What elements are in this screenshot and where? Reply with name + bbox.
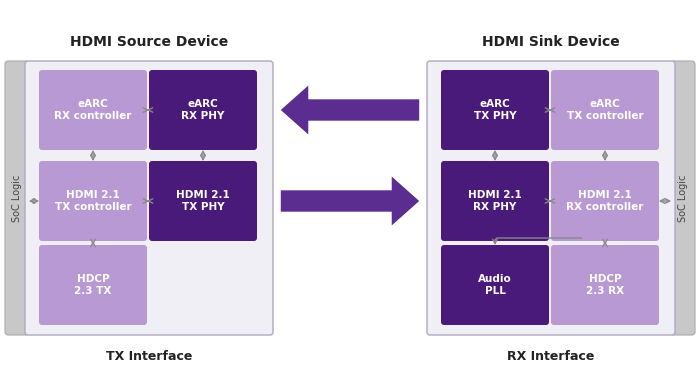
Text: HDMI Source Device: HDMI Source Device — [70, 35, 228, 49]
FancyBboxPatch shape — [427, 61, 675, 335]
Text: eARC
RX controller: eARC RX controller — [55, 99, 132, 121]
FancyBboxPatch shape — [551, 161, 659, 241]
FancyBboxPatch shape — [25, 61, 273, 335]
Text: SoC Logic: SoC Logic — [12, 174, 22, 222]
Text: Audio
PLL: Audio PLL — [478, 274, 512, 296]
Text: SoC Logic: SoC Logic — [678, 174, 688, 222]
Text: HDMI Sink Device: HDMI Sink Device — [482, 35, 620, 49]
FancyBboxPatch shape — [441, 245, 549, 325]
FancyBboxPatch shape — [551, 70, 659, 150]
FancyBboxPatch shape — [39, 161, 147, 241]
Text: eARC
TX PHY: eARC TX PHY — [474, 99, 517, 121]
FancyBboxPatch shape — [39, 245, 147, 325]
FancyBboxPatch shape — [149, 70, 257, 150]
Text: HDMI 2.1
RX controller: HDMI 2.1 RX controller — [566, 190, 644, 212]
FancyBboxPatch shape — [5, 61, 29, 335]
Text: HDMI 2.1
TX PHY: HDMI 2.1 TX PHY — [176, 190, 230, 212]
Text: eARC
TX controller: eARC TX controller — [567, 99, 643, 121]
FancyBboxPatch shape — [441, 70, 549, 150]
FancyBboxPatch shape — [441, 161, 549, 241]
Text: HDCP
2.3 RX: HDCP 2.3 RX — [586, 274, 624, 296]
Text: HDMI 2.1
TX controller: HDMI 2.1 TX controller — [55, 190, 132, 212]
FancyBboxPatch shape — [39, 70, 147, 150]
Text: HDMI 2.1
RX PHY: HDMI 2.1 RX PHY — [468, 190, 522, 212]
Text: eARC
RX PHY: eARC RX PHY — [181, 99, 225, 121]
Text: RX Interface: RX Interface — [508, 351, 595, 363]
Text: HDCP
2.3 TX: HDCP 2.3 TX — [74, 274, 112, 296]
FancyBboxPatch shape — [551, 245, 659, 325]
Text: TX Interface: TX Interface — [106, 351, 193, 363]
FancyBboxPatch shape — [671, 61, 695, 335]
FancyBboxPatch shape — [149, 161, 257, 241]
